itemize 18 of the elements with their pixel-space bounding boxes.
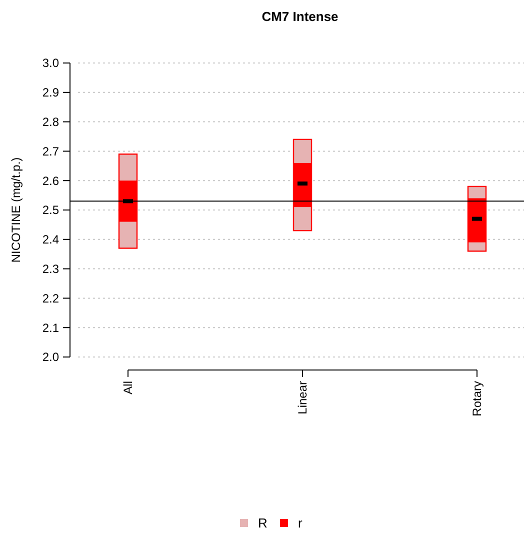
legend-label: r [298, 516, 303, 531]
y-tick-label: 2.1 [42, 320, 60, 335]
y-tick-label: 2.6 [42, 174, 60, 188]
y-tick-label: 2.9 [42, 86, 60, 100]
legend-label: R [258, 516, 268, 531]
y-tick-label: 2.5 [42, 203, 60, 218]
y-tick-label: 2.8 [42, 115, 60, 129]
x-tick-label: Linear [296, 381, 310, 414]
y-tick-label: 2.3 [42, 262, 60, 276]
y-tick-label: 2.2 [42, 291, 60, 306]
y-tick-label: 2.4 [42, 232, 60, 247]
y-tick-label: 2.0 [42, 350, 60, 364]
x-tick-label: Rotary [470, 381, 484, 416]
y-axis-title: NICOTINE (mg/t.p.) [9, 157, 23, 263]
y-tick-label: 3.0 [42, 56, 60, 70]
chart-title: CM7 Intense [262, 9, 338, 24]
y-tick-label: 2.7 [42, 144, 60, 158]
x-tick-label: All [121, 381, 135, 394]
